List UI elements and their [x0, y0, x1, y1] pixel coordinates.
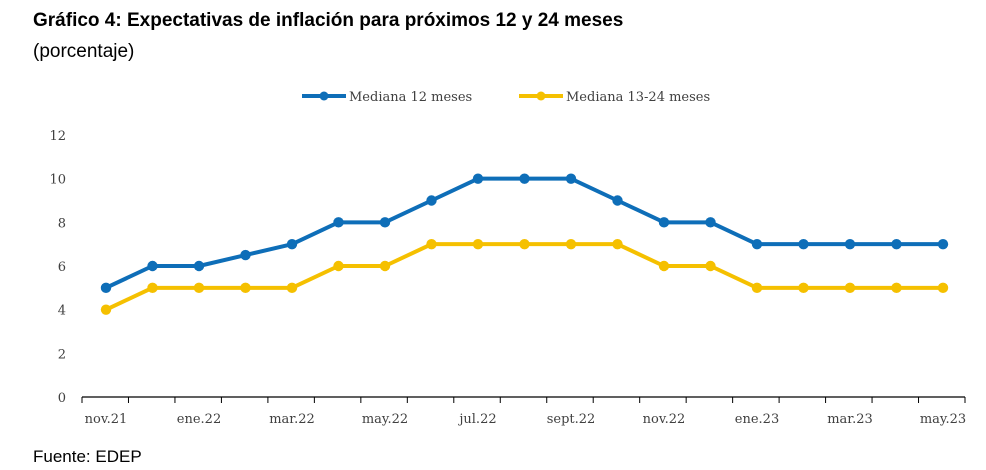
data-point: [240, 282, 251, 294]
data-point: [565, 173, 577, 184]
data-point: [937, 238, 949, 250]
y-tick-label: 6: [58, 260, 66, 275]
data-point: [147, 282, 158, 294]
data-point: [519, 238, 530, 250]
data-point: [193, 260, 205, 272]
legend-swatch-marker: [319, 91, 329, 101]
data-point: [519, 173, 530, 184]
data-point: [286, 238, 298, 250]
data-point: [565, 238, 577, 250]
data-point: [937, 282, 949, 294]
x-tick-label: jul.22: [457, 412, 496, 427]
y-tick-label: 4: [58, 304, 66, 319]
series-line-1: [104, 242, 945, 312]
y-tick-label: 0: [58, 391, 66, 406]
y-tick-label: 8: [58, 216, 66, 231]
data-point: [658, 260, 670, 272]
x-tick-label: nov.22: [643, 412, 686, 427]
x-tick-label: ene.23: [735, 412, 779, 427]
x-tick-label: nov.21: [85, 412, 128, 427]
data-point: [379, 260, 391, 272]
data-point: [844, 238, 856, 250]
x-tick-label: mar.23: [827, 412, 873, 427]
data-point: [891, 282, 902, 294]
data-point: [705, 217, 716, 228]
data-point: [240, 249, 251, 261]
x-tick-label: mar.22: [269, 412, 315, 427]
y-tick-label: 10: [49, 173, 66, 188]
data-point: [426, 195, 437, 206]
data-point: [333, 260, 344, 272]
chart-source: Fuente: EDEP: [33, 447, 142, 466]
data-point: [658, 217, 670, 228]
data-point: [891, 238, 902, 250]
data-point: [379, 217, 391, 228]
series-line-0: [104, 176, 945, 290]
data-point: [472, 173, 484, 184]
legend-swatch-marker: [536, 91, 546, 101]
x-tick-label: sept.22: [547, 412, 596, 427]
data-point: [426, 238, 437, 250]
x-axis: nov.21 ene.22 mar.22 may.22 jul.22 sept.22 nov…: [81, 396, 966, 427]
data-point: [612, 238, 623, 250]
y-tick-label: 12: [49, 129, 66, 144]
data-point: [612, 195, 623, 206]
legend-label: Mediana 12 meses: [349, 90, 472, 105]
data-point: [751, 282, 763, 294]
x-tick-label: may.23: [920, 412, 966, 427]
series-layer: [100, 173, 949, 315]
data-point: [798, 238, 809, 250]
legend-label: Mediana 13-24 meses: [566, 90, 710, 105]
x-tick-label: may.22: [362, 412, 408, 427]
y-tick-label: 2: [58, 347, 66, 362]
data-point: [147, 260, 158, 272]
data-point: [100, 304, 112, 315]
data-point: [705, 260, 716, 272]
data-point: [193, 282, 205, 294]
x-tick-label: ene.22: [177, 412, 221, 427]
chart-subtitle: (porcentaje): [33, 41, 135, 62]
legend: Mediana 12 meses Mediana 13-24 meses: [302, 90, 710, 105]
data-point: [100, 282, 112, 294]
chart-title: Gráfico 4: Expectativas de inflación par…: [33, 10, 624, 31]
data-point: [333, 217, 344, 228]
y-axis: 0 2 4 6 8 10 12: [49, 129, 66, 406]
data-point: [751, 238, 763, 250]
data-point: [286, 282, 298, 294]
data-point: [798, 282, 809, 294]
data-point: [472, 238, 484, 250]
data-point: [844, 282, 856, 294]
